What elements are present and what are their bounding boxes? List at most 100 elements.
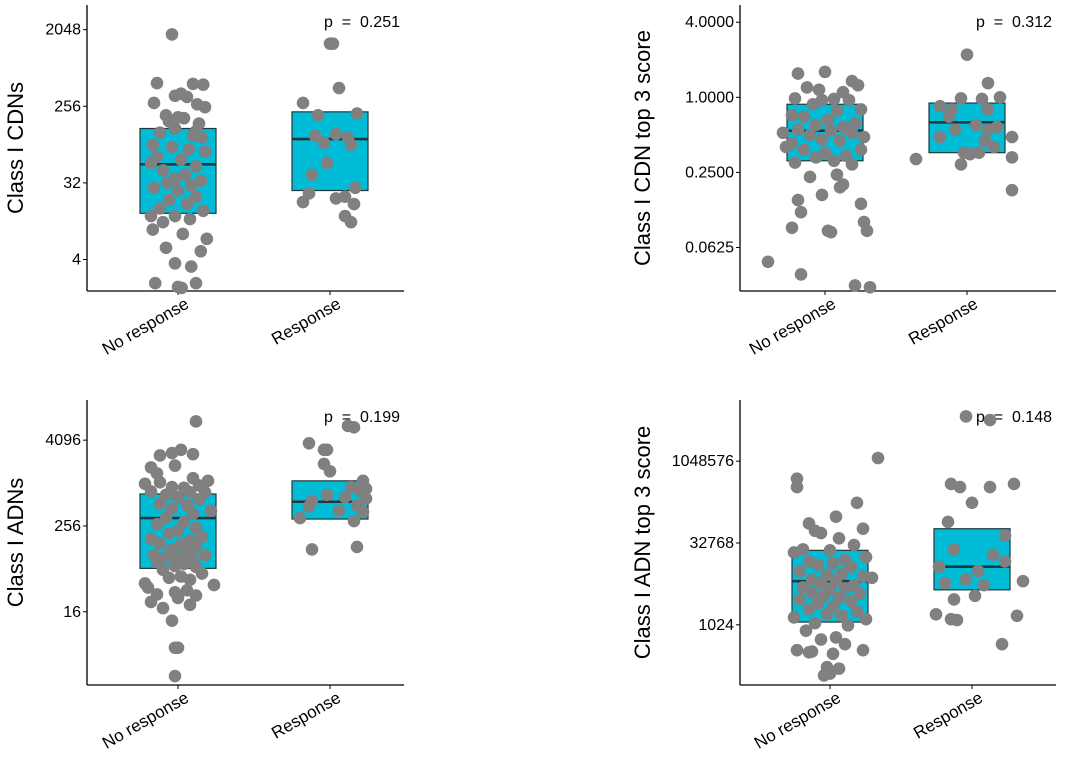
data-point xyxy=(790,643,804,657)
data-point xyxy=(814,576,828,590)
data-point xyxy=(844,560,858,574)
data-point xyxy=(981,103,995,116)
data-point xyxy=(806,97,820,111)
data-point xyxy=(308,129,322,143)
y-axis-title: Class I ADNs xyxy=(3,478,28,608)
data-point xyxy=(830,104,844,118)
data-point xyxy=(153,126,167,139)
data-point xyxy=(195,567,209,580)
y-tick-label: 1.0000 xyxy=(685,89,734,106)
data-point xyxy=(981,123,995,137)
data-point xyxy=(817,669,831,682)
data-point xyxy=(833,180,847,194)
box xyxy=(291,111,369,192)
data-point xyxy=(932,560,946,574)
data-point xyxy=(942,110,956,123)
data-point xyxy=(156,164,170,177)
p-value-annotation: p = 0.312 xyxy=(976,14,1052,31)
data-point xyxy=(348,181,362,195)
data-point xyxy=(1005,130,1019,144)
data-point xyxy=(183,485,197,499)
data-point xyxy=(809,151,823,164)
data-point xyxy=(153,475,167,489)
data-point xyxy=(802,602,816,616)
data-point xyxy=(186,507,200,521)
data-point xyxy=(195,530,209,544)
data-point xyxy=(184,260,198,273)
data-point xyxy=(965,496,979,510)
data-point xyxy=(162,571,176,585)
x-tick-label: Response xyxy=(905,294,981,349)
data-point xyxy=(797,143,811,157)
data-point xyxy=(171,490,185,504)
data-point xyxy=(838,637,852,651)
data-point xyxy=(196,78,210,91)
data-point xyxy=(803,170,817,184)
data-point xyxy=(162,527,176,540)
data-point xyxy=(198,145,212,158)
data-point xyxy=(200,232,214,246)
data-point xyxy=(146,223,160,236)
data-point xyxy=(178,168,192,181)
data-point xyxy=(856,643,870,657)
data-point xyxy=(359,492,373,505)
data-point xyxy=(148,276,162,290)
data-point xyxy=(153,202,167,215)
data-point xyxy=(1005,183,1019,197)
data-point xyxy=(933,99,947,113)
data-point xyxy=(845,158,859,171)
data-point xyxy=(954,92,968,105)
data-point xyxy=(317,136,331,150)
data-point xyxy=(826,647,840,661)
data-point xyxy=(344,138,358,152)
data-point xyxy=(1010,609,1024,623)
y-tick-label: 32768 xyxy=(690,535,735,552)
data-point xyxy=(207,578,221,592)
data-point xyxy=(159,241,173,255)
data-point xyxy=(848,279,862,292)
data-point xyxy=(183,212,197,226)
data-point xyxy=(941,515,955,529)
data-point xyxy=(171,184,185,197)
data-point xyxy=(977,578,991,592)
data-point xyxy=(168,559,182,573)
data-point xyxy=(204,504,218,517)
data-point xyxy=(818,65,832,79)
data-point xyxy=(986,548,1000,561)
data-point xyxy=(835,609,849,623)
y-tick-label: 256 xyxy=(54,518,81,535)
data-point xyxy=(320,156,334,170)
data-point xyxy=(189,415,203,428)
data-point xyxy=(150,518,164,531)
x-tick-label: Response xyxy=(268,294,344,349)
data-point xyxy=(189,276,203,290)
data-point xyxy=(147,96,161,110)
data-point xyxy=(871,451,885,465)
data-point xyxy=(802,645,816,659)
y-tick-label: 4 xyxy=(72,251,81,268)
data-point xyxy=(302,500,316,513)
data-point xyxy=(854,197,868,211)
data-point xyxy=(189,190,203,203)
y-tick-label: 32 xyxy=(63,175,81,192)
data-point xyxy=(347,421,361,434)
x-tick-label: No response xyxy=(99,688,192,753)
data-point xyxy=(824,225,838,239)
data-point xyxy=(165,614,179,627)
data-point xyxy=(933,130,947,144)
data-point xyxy=(168,669,182,683)
data-point xyxy=(987,140,1001,154)
y-tick-label: 1048576 xyxy=(672,453,734,470)
data-point xyxy=(1007,477,1021,491)
data-point xyxy=(968,589,982,603)
data-point xyxy=(296,195,310,209)
x-tick-label: No response xyxy=(746,294,839,359)
data-point xyxy=(815,133,829,146)
y-axis-title: Class I CDN top 3 score xyxy=(630,30,655,266)
data-point xyxy=(162,193,176,207)
data-point xyxy=(857,130,871,144)
data-point xyxy=(350,107,364,120)
data-point xyxy=(195,131,209,144)
data-point xyxy=(165,446,179,460)
